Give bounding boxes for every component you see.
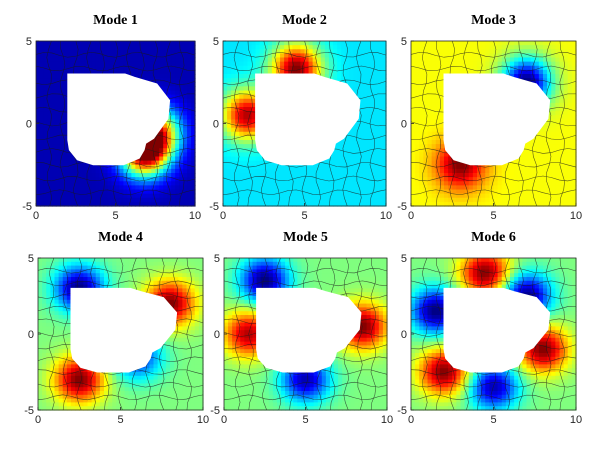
x-tick-label: 10 <box>381 414 393 426</box>
domain-hole <box>256 287 362 373</box>
x-tick-label: 0 <box>33 210 39 222</box>
panel-title: Mode 5 <box>283 230 328 245</box>
y-tick-label: 5 <box>401 36 407 48</box>
panel-title: Mode 4 <box>98 230 143 245</box>
y-tick-label: 5 <box>401 253 407 265</box>
y-tick-label: 0 <box>213 119 219 131</box>
panel-title: Mode 2 <box>282 13 327 28</box>
y-tick-label: 0 <box>401 119 407 131</box>
y-tick-label: 5 <box>213 36 219 48</box>
domain-hole <box>67 73 171 166</box>
y-tick-label: 0 <box>401 329 407 341</box>
domain-hole <box>443 73 551 166</box>
y-tick-label: 5 <box>28 253 34 265</box>
x-tick-label: 5 <box>490 414 496 426</box>
y-tick-label: -5 <box>397 201 407 213</box>
y-tick-label: 0 <box>214 329 220 341</box>
panel-title: Mode 3 <box>471 13 516 28</box>
x-tick-label: 0 <box>35 414 41 426</box>
x-tick-label: 5 <box>301 210 307 222</box>
x-tick-label: 5 <box>302 414 308 426</box>
y-tick-label: 5 <box>26 36 32 48</box>
x-tick-label: 10 <box>197 414 209 426</box>
x-tick-label: 10 <box>380 210 392 222</box>
y-tick-label: 5 <box>214 253 220 265</box>
x-tick-label: 5 <box>112 210 118 222</box>
y-tick-label: -5 <box>22 201 32 213</box>
x-tick-label: 0 <box>220 210 226 222</box>
y-tick-label: -5 <box>397 405 407 417</box>
domain-hole <box>443 287 551 373</box>
domain-hole <box>70 287 178 373</box>
y-tick-label: 0 <box>28 329 34 341</box>
x-tick-label: 5 <box>117 414 123 426</box>
x-tick-label: 0 <box>408 414 414 426</box>
y-tick-label: -5 <box>24 405 34 417</box>
x-tick-label: 0 <box>221 414 227 426</box>
y-tick-label: -5 <box>209 201 219 213</box>
domain-hole <box>255 73 361 166</box>
x-tick-label: 5 <box>490 210 496 222</box>
x-tick-label: 10 <box>570 414 582 426</box>
x-tick-label: 10 <box>189 210 201 222</box>
y-tick-label: 0 <box>26 119 32 131</box>
x-tick-label: 0 <box>408 210 414 222</box>
panel-title: Mode 1 <box>93 13 138 28</box>
y-tick-label: -5 <box>210 405 220 417</box>
x-tick-label: 10 <box>570 210 582 222</box>
panel-title: Mode 6 <box>471 230 516 245</box>
